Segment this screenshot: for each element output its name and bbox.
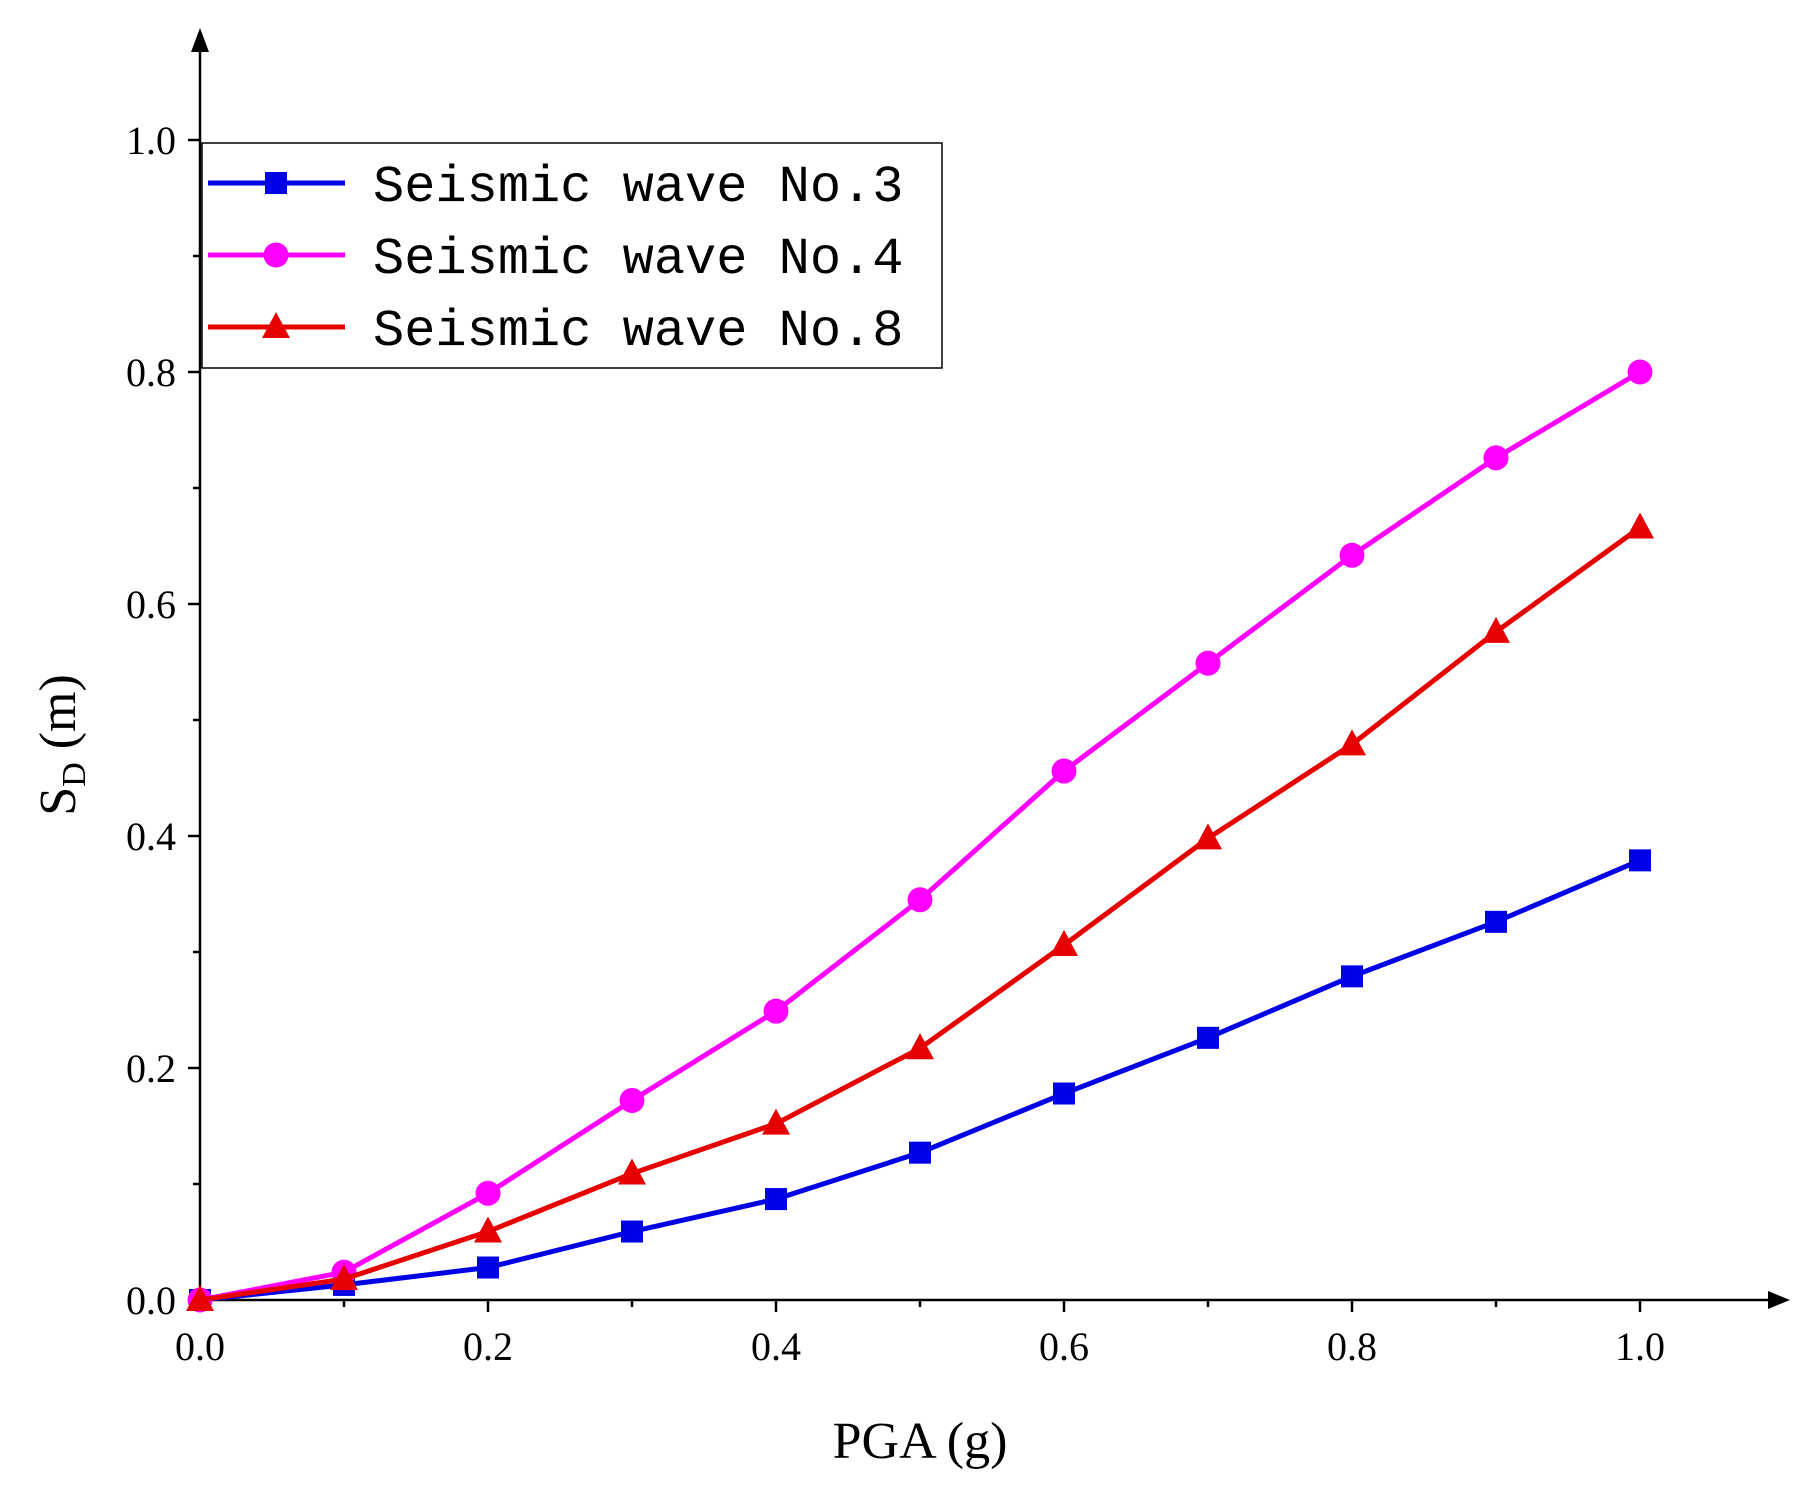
data-point <box>186 1285 214 1311</box>
x-axis-title: PGA (g) <box>833 1413 1008 1470</box>
y-axis-title-subscript: D <box>56 762 93 787</box>
data-point <box>621 1220 643 1243</box>
data-point <box>907 887 933 913</box>
x-tick-label: 0.2 <box>463 1324 513 1369</box>
legend-marker <box>263 242 289 268</box>
y-axis-title-main: S <box>30 787 87 816</box>
data-point <box>1194 823 1222 850</box>
y-tick-label: 0.2 <box>126 1046 176 1091</box>
data-point <box>1482 616 1510 643</box>
series-3 <box>186 512 1654 1311</box>
y-axis-title: SD (m) <box>30 674 93 816</box>
series-2 <box>187 359 1653 1313</box>
plot-series <box>186 359 1654 1313</box>
data-point <box>474 1216 502 1243</box>
data-point <box>1338 729 1366 756</box>
y-axis-arrow <box>191 28 209 52</box>
legend-label: Seismic wave No.3 <box>373 158 904 217</box>
data-point <box>1341 965 1363 988</box>
data-point <box>909 1141 931 1164</box>
data-point <box>1483 445 1509 471</box>
x-tick-label: 0.0 <box>175 1324 225 1369</box>
x-tick-label: 0.8 <box>1327 1324 1377 1369</box>
data-point <box>1626 512 1654 539</box>
data-point <box>1195 650 1221 676</box>
y-tick-label: 0.0 <box>126 1278 176 1323</box>
y-tick-label: 1.0 <box>126 118 176 163</box>
y-tick-label: 0.6 <box>126 582 176 627</box>
data-point <box>1050 930 1078 957</box>
data-point <box>763 998 789 1024</box>
series-1 <box>189 849 1651 1311</box>
data-point <box>1197 1026 1219 1049</box>
axes: 0.0 0.2 0.4 0.6 0.8 1.0 0.0 0.2 0.4 0.6 0.8 1.0 <box>126 28 1790 1369</box>
data-point <box>618 1158 646 1185</box>
series-line <box>199 525 1642 1303</box>
data-point <box>762 1108 790 1135</box>
data-point <box>1051 758 1077 784</box>
x-axis-arrow <box>1768 1291 1790 1309</box>
data-point <box>477 1256 499 1279</box>
legend-marker <box>262 312 290 338</box>
data-point <box>765 1188 787 1211</box>
data-point <box>906 1033 934 1060</box>
x-tick-label: 1.0 <box>1615 1324 1665 1369</box>
legend-label: Seismic wave No.4 <box>373 230 904 289</box>
x-tick-label: 0.4 <box>751 1324 801 1369</box>
data-point <box>1053 1082 1075 1105</box>
data-point <box>475 1180 501 1206</box>
y-axis-title-unit: (m) <box>30 674 87 762</box>
data-point <box>1485 910 1507 933</box>
data-point <box>619 1087 645 1113</box>
legend-marker <box>265 172 287 194</box>
y-tick-label: 0.4 <box>126 814 176 859</box>
legend-label: Seismic wave No.8 <box>373 302 904 361</box>
data-point <box>1629 849 1651 872</box>
x-tick-label: 0.6 <box>1039 1324 1089 1369</box>
data-point <box>1339 542 1365 568</box>
y-tick-label: 0.8 <box>126 350 176 395</box>
legend: Seismic wave No.3 Seismic wave No.4 Seismi… <box>201 142 943 369</box>
data-point <box>1627 359 1653 385</box>
data-point <box>330 1264 358 1291</box>
